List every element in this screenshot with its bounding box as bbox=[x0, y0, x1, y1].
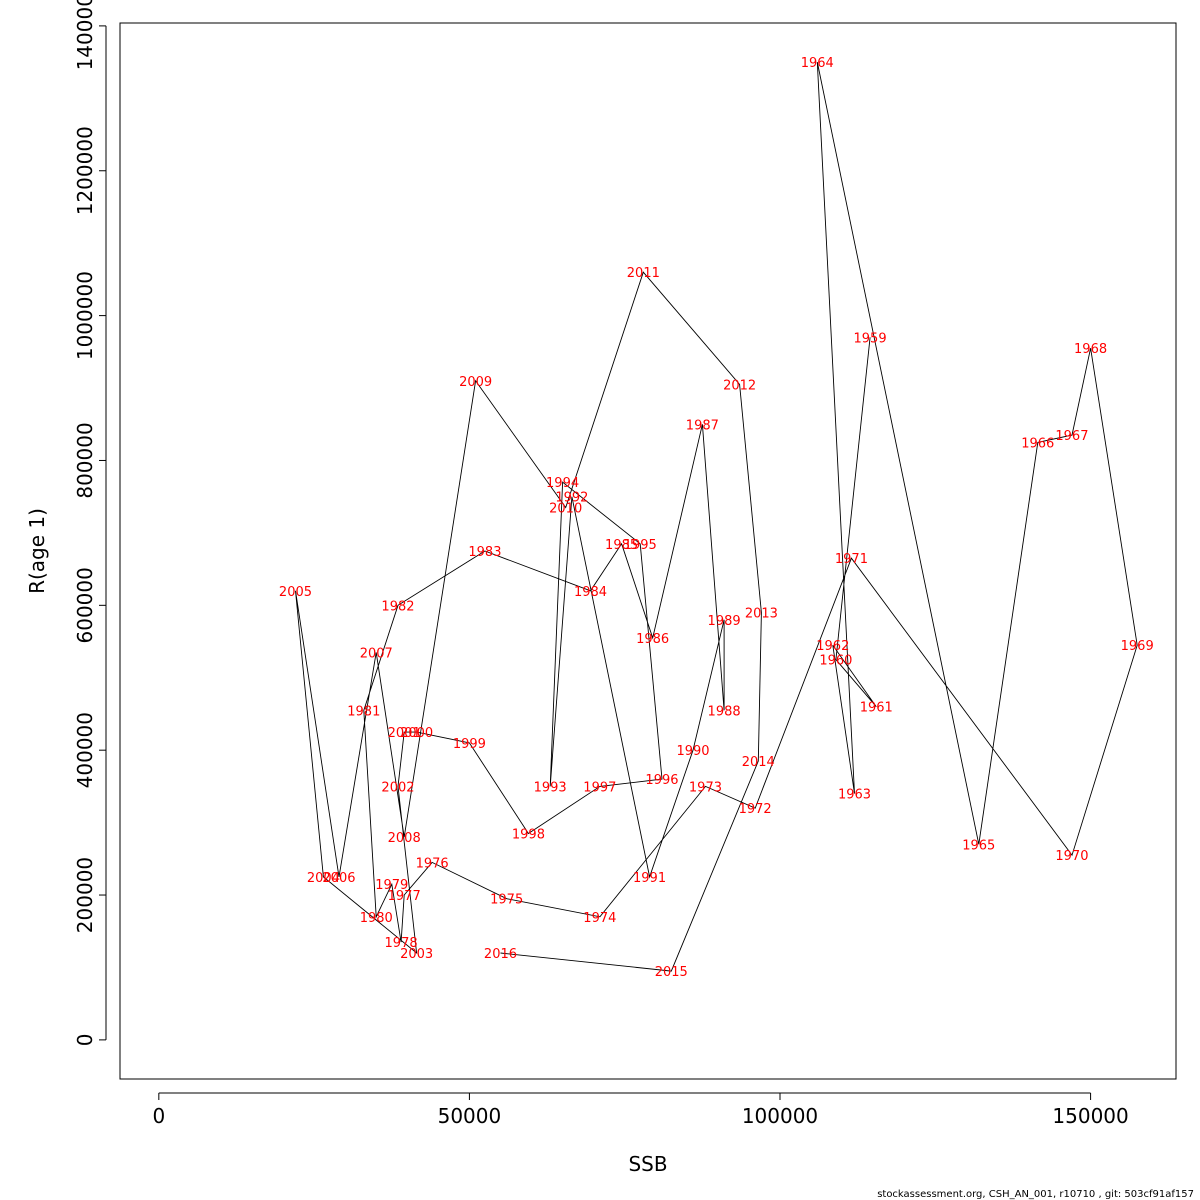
x-tick-label: 100000 bbox=[742, 1104, 818, 1128]
year-label-1972: 1972 bbox=[739, 802, 772, 817]
year-label-2015: 2015 bbox=[655, 965, 688, 980]
year-label-1978: 1978 bbox=[385, 936, 418, 951]
year-label-1981: 1981 bbox=[347, 704, 380, 719]
year-label-1986: 1986 bbox=[636, 632, 669, 647]
year-label-2009: 2009 bbox=[459, 375, 492, 390]
year-label-2016: 2016 bbox=[484, 947, 517, 962]
x-axis-title: SSB bbox=[628, 1152, 667, 1176]
year-label-1968: 1968 bbox=[1074, 342, 1107, 357]
plot-frame bbox=[119, 22, 1177, 1080]
year-label-1973: 1973 bbox=[689, 780, 722, 795]
y-tick-label: 800000 bbox=[73, 422, 97, 498]
year-label-2004: 2004 bbox=[307, 871, 340, 886]
year-label-1998: 1998 bbox=[512, 827, 545, 842]
y-tick-label: 1000000 bbox=[73, 271, 97, 360]
year-label-2011: 2011 bbox=[627, 266, 660, 281]
year-label-1977: 1977 bbox=[388, 889, 421, 904]
year-label-2000: 2000 bbox=[400, 726, 433, 741]
year-label-1992: 1992 bbox=[555, 491, 588, 506]
year-label-1965: 1965 bbox=[962, 838, 995, 853]
x-axis: 0 50000 100000 150000 bbox=[152, 1092, 1129, 1128]
year-label-1991: 1991 bbox=[633, 871, 666, 886]
year-label-1962: 1962 bbox=[816, 639, 849, 654]
year-label-1959: 1959 bbox=[854, 331, 887, 346]
year-label-1960: 1960 bbox=[819, 654, 852, 669]
year-label-2003: 2003 bbox=[400, 947, 433, 962]
year-label-2007: 2007 bbox=[360, 646, 393, 661]
year-label-1999: 1999 bbox=[453, 737, 486, 752]
year-label-2008: 2008 bbox=[388, 831, 421, 846]
year-label-1979: 1979 bbox=[375, 878, 408, 893]
year-label-2001: 2001 bbox=[388, 726, 421, 741]
year-label-1982: 1982 bbox=[381, 599, 414, 614]
year-label-2012: 2012 bbox=[723, 378, 756, 393]
year-label-1990: 1990 bbox=[676, 744, 709, 759]
year-label-1989: 1989 bbox=[708, 614, 741, 629]
year-label-1963: 1963 bbox=[838, 788, 871, 803]
year-label-1971: 1971 bbox=[835, 552, 868, 567]
year-labels: 1959 1960 1961 1962 1963 1964 1965 1966 1967 1968… bbox=[279, 56, 1154, 980]
year-label-1966: 1966 bbox=[1021, 436, 1054, 451]
year-label-1976: 1976 bbox=[416, 856, 449, 871]
year-label-1975: 1975 bbox=[490, 893, 523, 908]
year-label-2010: 2010 bbox=[549, 502, 582, 517]
year-label-1983: 1983 bbox=[468, 545, 501, 560]
year-label-1996: 1996 bbox=[645, 773, 678, 788]
y-tick-label: 600000 bbox=[73, 567, 97, 643]
x-tick-label: 0 bbox=[152, 1104, 165, 1128]
y-tick-label: 0 bbox=[73, 1034, 97, 1047]
year-label-2013: 2013 bbox=[745, 607, 778, 622]
year-label-2006: 2006 bbox=[322, 871, 355, 886]
year-label-1984: 1984 bbox=[574, 585, 607, 600]
year-label-1994: 1994 bbox=[546, 476, 579, 491]
year-label-2002: 2002 bbox=[381, 780, 414, 795]
year-label-1993: 1993 bbox=[534, 780, 567, 795]
y-axis-title: R(age 1) bbox=[25, 508, 49, 594]
year-label-2014: 2014 bbox=[742, 755, 775, 770]
y-axis: 0 200000 400000 600000 800000 1000000 1200000 1… bbox=[73, 0, 107, 1047]
y-tick-label: 1200000 bbox=[73, 126, 97, 215]
year-label-2005: 2005 bbox=[279, 585, 312, 600]
x-tick-label: 50000 bbox=[438, 1104, 502, 1128]
year-label-1988: 1988 bbox=[708, 704, 741, 719]
footer-source-text: stockassessment.org, CSH_AN_001, r10710 … bbox=[877, 1189, 1194, 1200]
year-label-1987: 1987 bbox=[686, 418, 719, 433]
y-tick-label: 1400000 bbox=[73, 0, 97, 70]
year-label-1997: 1997 bbox=[583, 780, 616, 795]
year-label-1974: 1974 bbox=[583, 911, 616, 926]
year-label-1964: 1964 bbox=[801, 56, 834, 71]
year-label-1969: 1969 bbox=[1121, 639, 1154, 654]
year-label-1967: 1967 bbox=[1055, 429, 1088, 444]
year-label-1980: 1980 bbox=[360, 911, 393, 926]
x-tick-label: 150000 bbox=[1052, 1104, 1128, 1128]
year-label-1970: 1970 bbox=[1055, 849, 1088, 864]
year-label-1995: 1995 bbox=[624, 538, 657, 553]
y-tick-label: 200000 bbox=[73, 857, 97, 933]
year-label-1985: 1985 bbox=[605, 538, 638, 553]
y-tick-label: 400000 bbox=[73, 712, 97, 788]
year-label-1961: 1961 bbox=[860, 701, 893, 716]
recruitment-trajectory-line bbox=[295, 62, 1138, 972]
